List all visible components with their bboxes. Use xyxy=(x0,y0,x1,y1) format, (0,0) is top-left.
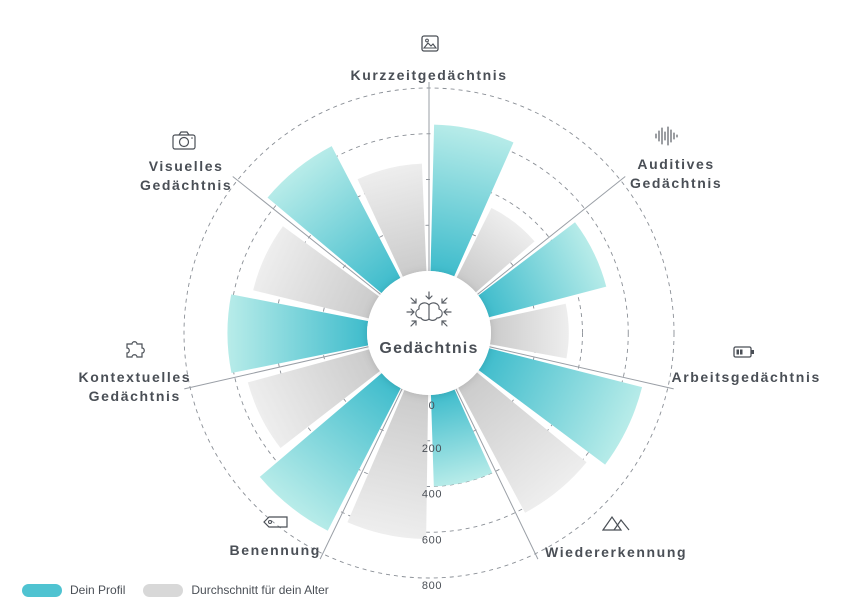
spokes-layer xyxy=(184,82,674,560)
bar-average-visuell[interactable] xyxy=(357,163,427,277)
spoke-3 xyxy=(455,388,539,560)
bar-average-auditiv[interactable] xyxy=(489,303,569,359)
bar-average-arbeit[interactable] xyxy=(458,372,587,513)
tick-label-600: 600 xyxy=(422,534,442,546)
legend-item-profile[interactable]: Dein Profil xyxy=(22,583,125,597)
category-label-line: Gedächtnis xyxy=(88,388,181,404)
puzzle-icon xyxy=(121,338,149,360)
bar-average-kurzzeit[interactable] xyxy=(456,207,535,293)
bar-profile-auditiv[interactable] xyxy=(478,222,607,318)
legend-item-average[interactable]: Durchschnitt für dein Alter xyxy=(143,583,329,597)
category-label-line: Wiedererkennung xyxy=(545,544,688,560)
category-label-line: Visuelles xyxy=(148,158,224,174)
tick-label-400: 400 xyxy=(422,489,442,501)
category-label-line: Kontextuelles xyxy=(78,369,192,385)
category-label-auditiv: Auditives Gedächtnis xyxy=(630,155,722,193)
category-label-line: Auditives xyxy=(637,156,715,172)
bar-profile-arbeit[interactable] xyxy=(478,348,643,465)
legend: Dein Profil Durchschnitt für dein Alter xyxy=(22,583,347,597)
soundwave-icon xyxy=(652,125,680,147)
spoke-4 xyxy=(319,388,403,560)
category-label-line: Gedächtnis xyxy=(140,177,233,193)
legend-label-profile: Dein Profil xyxy=(70,583,126,597)
category-label-kontext: Kontextuelles Gedächtnis xyxy=(79,368,192,406)
bar-profile-benennung[interactable] xyxy=(259,373,401,531)
center-label: Gedächtnis xyxy=(379,340,478,357)
bar-average-wieder[interactable] xyxy=(347,389,429,540)
bar-profile-visuell[interactable] xyxy=(267,146,401,294)
category-label-wieder: Wiedererkennung xyxy=(545,543,687,562)
spoke-5 xyxy=(184,346,369,390)
camera-icon xyxy=(170,129,198,151)
tick-label-200: 200 xyxy=(422,443,442,455)
spoke-6 xyxy=(232,176,381,295)
tick-label-0: 0 xyxy=(429,400,436,412)
radial-tick-labels: 0 200 400 600 800 xyxy=(422,400,442,592)
brain-icon xyxy=(406,291,452,327)
legend-label-average: Durchschnitt für dein Alter xyxy=(191,583,329,597)
category-label-line: Gedächtnis xyxy=(630,175,723,191)
bar-profile-kontext[interactable] xyxy=(227,294,369,374)
spoke-2 xyxy=(489,346,674,390)
center-disc xyxy=(367,271,491,395)
category-label-kurzzeit: Kurzzeitgedächtnis xyxy=(351,66,508,85)
bar-profile-kurzzeit[interactable] xyxy=(430,124,514,277)
category-label-arbeit: Arbeitsgedächtnis xyxy=(672,368,821,387)
bars-layer xyxy=(227,124,643,540)
category-label-visuell: Visuelles Gedächtnis xyxy=(140,157,232,195)
legend-swatch-average xyxy=(143,583,184,597)
tag-icon xyxy=(261,511,289,533)
tick-label-800: 800 xyxy=(422,580,442,592)
category-label-benennung: Benennung xyxy=(230,541,321,560)
category-label-line: Kurzzeitgedächtnis xyxy=(350,67,508,83)
bar-profile-wieder[interactable] xyxy=(430,389,493,487)
bar-average-kontext[interactable] xyxy=(253,226,379,319)
category-label-line: Benennung xyxy=(229,542,321,558)
mountains-icon xyxy=(602,511,630,533)
category-label-line: Arbeitsgedächtnis xyxy=(671,369,821,385)
legend-swatch-profile xyxy=(22,583,62,597)
bar-average-benennung[interactable] xyxy=(247,349,380,449)
battery-icon xyxy=(730,341,758,363)
spoke-1 xyxy=(477,176,626,295)
image-icon xyxy=(415,34,443,56)
